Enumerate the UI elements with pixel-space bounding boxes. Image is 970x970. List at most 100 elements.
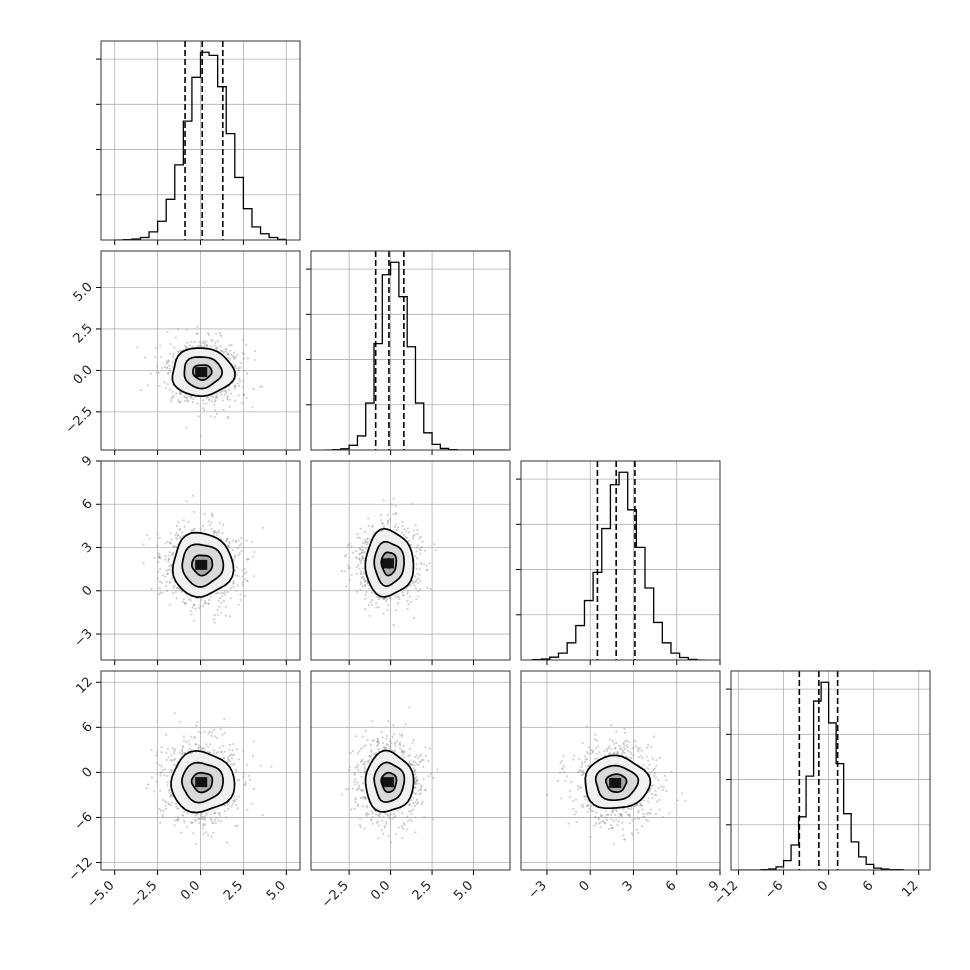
sample-point xyxy=(409,763,412,766)
sample-point xyxy=(154,346,157,349)
sample-point xyxy=(220,393,223,396)
sample-point xyxy=(226,352,230,355)
sample-point xyxy=(209,743,212,746)
sample-point xyxy=(170,795,173,798)
sample-point xyxy=(183,399,187,403)
histogram-panel-0 xyxy=(96,40,301,245)
sample-point xyxy=(169,795,172,798)
sample-point xyxy=(405,587,408,590)
sample-point xyxy=(580,804,583,808)
sample-point xyxy=(406,590,409,593)
sample-point xyxy=(658,798,661,802)
sample-point xyxy=(193,735,196,738)
sample-point xyxy=(618,816,621,819)
sample-point xyxy=(642,764,645,767)
sample-point xyxy=(413,581,417,584)
density-layer xyxy=(545,723,687,845)
sample-point xyxy=(197,746,200,750)
sample-point xyxy=(641,808,644,811)
sample-point xyxy=(560,797,563,800)
sample-point xyxy=(168,388,172,391)
sample-point xyxy=(616,750,619,753)
sample-point xyxy=(637,748,640,751)
sample-point xyxy=(600,815,603,818)
sample-point xyxy=(247,558,251,561)
sample-point xyxy=(409,543,413,546)
sample-point xyxy=(186,825,189,828)
contour-level-2 xyxy=(364,749,415,813)
sample-point xyxy=(364,538,367,541)
sample-point xyxy=(381,521,384,525)
sample-point xyxy=(383,597,387,600)
sample-point xyxy=(591,749,594,752)
sample-point xyxy=(357,784,360,787)
sample-point xyxy=(216,534,219,537)
sample-point xyxy=(367,587,370,590)
sample-point xyxy=(360,545,363,548)
sample-point xyxy=(367,813,370,816)
sample-point xyxy=(636,750,640,753)
sample-point xyxy=(637,809,640,812)
sample-point xyxy=(146,384,149,387)
sample-point xyxy=(166,540,169,544)
sample-point xyxy=(402,753,405,756)
sample-point xyxy=(234,356,237,359)
sample-point xyxy=(223,393,226,396)
sample-point xyxy=(360,572,363,576)
panel-frame xyxy=(520,670,721,871)
sample-point xyxy=(640,805,643,808)
sample-point xyxy=(223,757,226,760)
sample-point xyxy=(416,557,419,560)
sample-point xyxy=(382,815,385,819)
sample-point xyxy=(363,580,366,583)
sample-point xyxy=(358,750,361,753)
sample-point xyxy=(665,789,668,792)
sample-point xyxy=(196,344,199,347)
sample-point xyxy=(408,747,411,751)
sample-point xyxy=(589,748,593,752)
sample-point xyxy=(624,731,627,734)
sample-point xyxy=(170,565,173,568)
sample-point xyxy=(364,768,367,771)
sample-point xyxy=(190,821,193,825)
sample-point xyxy=(166,361,169,364)
sample-point xyxy=(359,588,362,591)
sample-point xyxy=(171,390,174,393)
sample-point xyxy=(242,369,246,373)
contour-level-0 xyxy=(190,554,214,577)
sample-point xyxy=(223,809,226,813)
sample-point xyxy=(178,751,181,754)
sample-point xyxy=(358,567,361,570)
sample-point xyxy=(238,544,241,547)
sample-point xyxy=(223,389,227,392)
sample-point xyxy=(382,612,385,615)
sample-point xyxy=(627,749,630,752)
sample-point xyxy=(168,568,171,571)
sample-point xyxy=(142,543,145,546)
sample-point xyxy=(235,798,238,801)
sample-point xyxy=(213,344,216,347)
sample-point xyxy=(434,548,437,552)
sample-point xyxy=(578,786,582,789)
sample-point xyxy=(241,575,244,578)
sample-point xyxy=(356,532,359,536)
sample-point xyxy=(219,592,222,595)
sample-point xyxy=(235,803,238,807)
sample-point xyxy=(607,813,610,816)
sample-point xyxy=(399,747,402,750)
sample-point xyxy=(195,332,198,335)
sample-point xyxy=(597,818,600,821)
sample-point xyxy=(414,786,417,789)
sample-point xyxy=(213,735,217,738)
sample-point xyxy=(258,385,262,388)
sample-point xyxy=(158,554,161,557)
sample-point xyxy=(192,832,195,835)
sample-point xyxy=(227,545,230,548)
scatter-panel-0-1: −2.50.02.55.0 xyxy=(63,250,301,455)
contour-level-1 xyxy=(183,356,224,390)
density-layer xyxy=(142,494,265,624)
sample-point xyxy=(172,545,176,548)
sample-point xyxy=(607,752,611,755)
sample-point xyxy=(614,746,617,749)
